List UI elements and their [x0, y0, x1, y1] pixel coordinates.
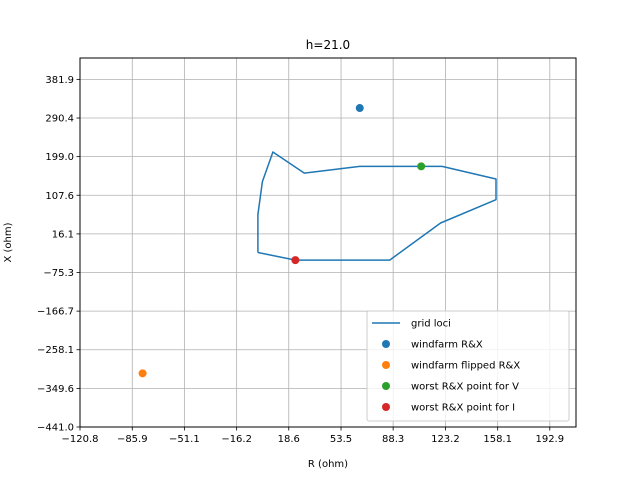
legend-point-marker	[382, 340, 390, 348]
y-axis-label: X (ohm)	[3, 222, 14, 262]
x-tick-label: −51.1	[169, 434, 200, 445]
y-tick-label: 107.6	[45, 191, 74, 202]
series-line-grid-loci	[257, 151, 497, 261]
scatter-point	[355, 104, 364, 113]
legend-entry-label: worst R&X point for V	[411, 382, 519, 393]
y-tick-label: −166.7	[37, 307, 74, 318]
x-tick-label: 158.1	[483, 434, 512, 445]
y-tick-label: −258.1	[37, 345, 74, 356]
scatter-point	[291, 256, 300, 265]
x-tick-label: 123.2	[431, 434, 460, 445]
scatter-point	[138, 369, 147, 378]
y-tick-label: −75.3	[43, 268, 74, 279]
y-tick-label: −349.6	[37, 384, 74, 395]
x-tick-label: 88.3	[382, 434, 404, 445]
legend-point-marker	[382, 403, 390, 411]
legend-entry-label: worst R&X point for I	[411, 403, 515, 414]
legend-point-marker	[382, 382, 390, 390]
x-tick-label: −16.2	[221, 434, 252, 445]
axis-ticks: −120.8 −85.9 −51.1 −16.2 18.6 53.5 88.3 123.2 15…	[37, 75, 564, 445]
legend-box	[366, 310, 570, 422]
legend-entry-label: windfarm R&X	[411, 340, 483, 351]
legend-entry-label: grid loci	[411, 319, 451, 330]
x-tick-label: 53.5	[330, 434, 352, 445]
x-axis-label: R (ohm)	[308, 459, 348, 470]
legend-point-marker	[382, 361, 390, 369]
x-tick-label: 192.9	[535, 434, 564, 445]
chart-title: h=21.0	[306, 38, 350, 52]
y-tick-label: 199.0	[45, 152, 74, 163]
y-tick-label: 290.4	[45, 114, 74, 125]
x-tick-label: −85.9	[117, 434, 148, 445]
x-tick-label: −120.8	[61, 434, 98, 445]
x-tick-label: 18.6	[278, 434, 300, 445]
legend-entry-label: windfarm flipped R&X	[411, 361, 520, 372]
legend: grid loci windfarm R&X windfarm flipped R&…	[366, 310, 570, 422]
axes-frame	[79, 57, 577, 428]
y-tick-label: 16.1	[52, 229, 74, 240]
y-tick-label: −441.0	[37, 423, 74, 434]
scatter-point	[417, 162, 426, 171]
y-tick-label: 381.9	[45, 75, 74, 86]
plot-area	[138, 104, 497, 378]
